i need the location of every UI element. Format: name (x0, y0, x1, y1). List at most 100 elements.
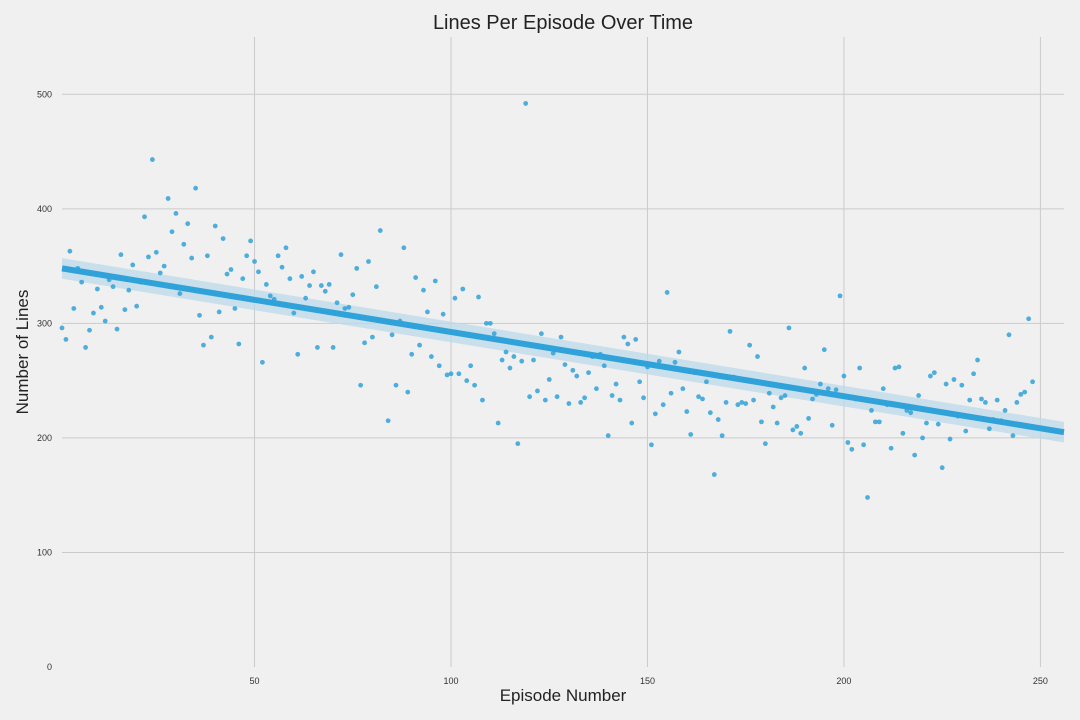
data-point (63, 337, 69, 342)
data-point (562, 362, 568, 367)
data-point (817, 381, 823, 387)
data-point (967, 397, 973, 403)
data-point (452, 295, 458, 301)
data-point (91, 310, 96, 316)
data-point (975, 357, 980, 363)
y-axis-label: Number of Lines (13, 290, 32, 415)
data-point (566, 401, 572, 406)
data-point (464, 378, 470, 384)
data-point (295, 351, 301, 357)
data-point (570, 367, 576, 373)
data-point (786, 325, 792, 331)
data-point (252, 259, 257, 264)
data-point (845, 440, 851, 445)
data-point (633, 337, 639, 342)
data-point (605, 433, 611, 439)
data-point (440, 311, 446, 317)
data-point (861, 442, 866, 448)
data-point (311, 269, 316, 275)
data-point (283, 245, 289, 251)
data-point (149, 157, 155, 162)
data-point (389, 332, 395, 338)
data-point (456, 371, 462, 377)
data-point (83, 345, 88, 350)
regression-line-group (61, 265, 1065, 436)
data-point (428, 354, 434, 359)
data-point (649, 442, 654, 448)
x-tick-label: 100 (443, 676, 458, 686)
data-point (542, 397, 548, 403)
data-point (700, 396, 705, 402)
x-tick-label: 250 (1033, 676, 1048, 686)
data-point (558, 334, 564, 340)
data-point (794, 424, 800, 429)
data-point (59, 325, 65, 331)
data-point (668, 390, 674, 396)
data-point (825, 386, 831, 392)
data-point (983, 400, 988, 405)
data-point (888, 445, 894, 451)
data-point (994, 397, 1000, 403)
data-point (782, 393, 788, 398)
data-point (212, 223, 218, 229)
y-tick-label: 300 (37, 318, 52, 328)
data-point (743, 401, 749, 406)
data-point (71, 306, 77, 311)
data-point (189, 255, 195, 261)
data-point (971, 371, 977, 377)
data-point (299, 274, 305, 279)
data-point (641, 395, 646, 401)
data-point (833, 387, 839, 393)
data-point (582, 395, 588, 401)
data-point (837, 293, 843, 299)
data-point (448, 371, 454, 377)
data-point (696, 394, 701, 400)
data-point (586, 370, 591, 376)
data-point (751, 397, 756, 403)
data-point (523, 101, 529, 106)
data-point (629, 420, 635, 426)
data-point (260, 359, 265, 365)
data-point (912, 452, 918, 458)
data-point (134, 303, 140, 309)
data-point (621, 334, 627, 340)
data-point (413, 275, 419, 280)
data-point (204, 253, 210, 259)
data-point (550, 350, 556, 356)
data-point (727, 328, 733, 334)
data-point (315, 345, 320, 350)
data-point (829, 422, 835, 428)
data-point (421, 287, 426, 293)
data-point (790, 427, 796, 433)
x-tick-label: 150 (640, 676, 655, 686)
data-point (240, 276, 246, 282)
data-point (342, 306, 348, 311)
data-point (334, 300, 340, 306)
data-point (157, 270, 163, 276)
data-point (354, 265, 360, 271)
data-point (735, 402, 741, 408)
data-point (802, 365, 808, 371)
data-point (770, 404, 776, 410)
data-point (574, 373, 580, 379)
data-point (810, 396, 815, 402)
data-point (865, 495, 870, 500)
data-point (1026, 316, 1032, 322)
data-point (680, 386, 686, 392)
data-point (177, 291, 183, 296)
y-tick-label: 100 (37, 547, 52, 557)
data-point (468, 363, 474, 369)
data-point (986, 426, 992, 432)
data-point (146, 254, 151, 260)
data-point (487, 320, 493, 326)
data-point (511, 354, 517, 359)
data-point (943, 381, 949, 387)
data-point (94, 286, 100, 292)
data-point (715, 417, 721, 422)
data-point (723, 400, 729, 405)
data-point (503, 349, 509, 355)
data-point (531, 357, 536, 363)
data-point (409, 351, 415, 357)
data-point (798, 430, 804, 436)
y-tick-label: 0 (47, 662, 52, 672)
